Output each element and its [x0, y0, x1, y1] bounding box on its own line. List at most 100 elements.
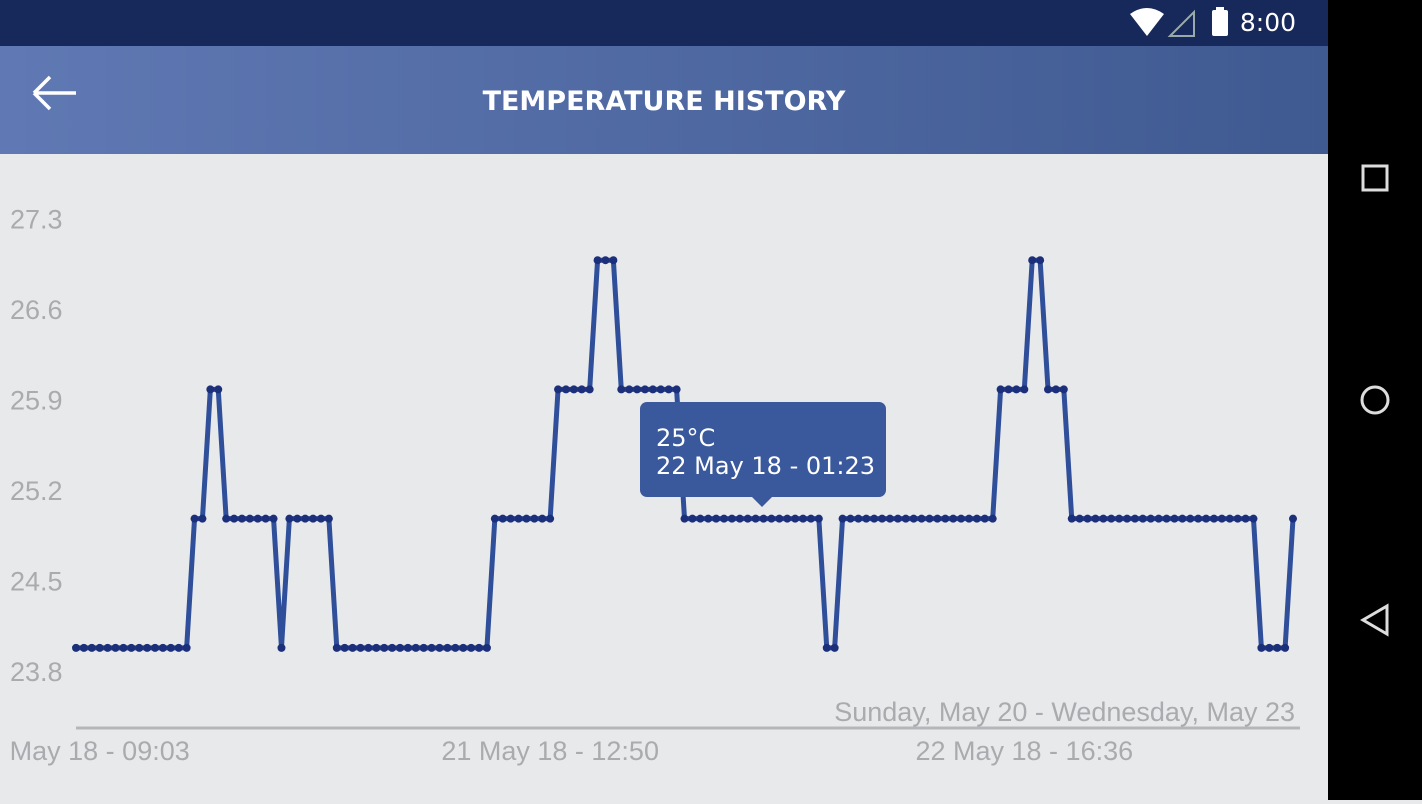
- data-point: [111, 643, 120, 652]
- data-point: [332, 643, 341, 652]
- data-point: [1202, 514, 1211, 523]
- data-point: [933, 514, 942, 523]
- data-point: [151, 643, 160, 652]
- y-tick-label: 25.9: [10, 385, 63, 415]
- data-point: [1091, 514, 1100, 523]
- data-point: [554, 385, 563, 394]
- data-point: [427, 643, 436, 652]
- data-point: [1004, 385, 1013, 394]
- data-point: [498, 514, 507, 523]
- data-point: [1146, 514, 1155, 523]
- data-point: [862, 514, 871, 523]
- data-point: [633, 385, 642, 394]
- data-point: [1225, 514, 1234, 523]
- data-point: [79, 643, 88, 652]
- data-point: [396, 643, 405, 652]
- data-point: [380, 643, 389, 652]
- data-point: [569, 385, 578, 394]
- data-point: [364, 643, 373, 652]
- data-point: [704, 514, 713, 523]
- data-point: [885, 514, 894, 523]
- data-point: [1249, 514, 1258, 523]
- data-point: [522, 514, 531, 523]
- data-point: [372, 643, 381, 652]
- data-point: [419, 643, 428, 652]
- data-point: [72, 643, 80, 652]
- data-point: [253, 514, 262, 523]
- data-point: [1233, 514, 1242, 523]
- data-point: [830, 643, 839, 652]
- data-point: [964, 514, 973, 523]
- back-button[interactable]: [28, 70, 88, 120]
- data-point: [893, 514, 902, 523]
- data-point: [174, 643, 183, 652]
- data-point: [878, 514, 887, 523]
- data-point: [388, 643, 397, 652]
- tooltip-date: 22 May 18 - 01:23: [656, 452, 876, 480]
- data-point: [1020, 385, 1029, 394]
- nav-buttons: [1360, 164, 1390, 637]
- data-point: [806, 514, 815, 523]
- chart: Sunday, May 20 - Wednesday, May 23 23.8 2…: [10, 205, 1300, 766]
- data-point: [261, 514, 270, 523]
- data-point: [901, 514, 910, 523]
- data-point: [688, 514, 697, 523]
- data-point: [230, 514, 239, 523]
- data-point: [482, 643, 491, 652]
- x-tick-label: May 18 - 09:03: [10, 736, 190, 766]
- data-point: [1186, 514, 1195, 523]
- data-point: [356, 643, 365, 652]
- data-point: [1154, 514, 1163, 523]
- data-point: [799, 514, 808, 523]
- data-point: [538, 514, 547, 523]
- clock: 8:00: [1239, 8, 1296, 37]
- data-point: [237, 514, 246, 523]
- data-point: [972, 514, 981, 523]
- tooltip: 25°C 22 May 18 - 01:23: [640, 402, 886, 507]
- data-point: [957, 514, 966, 523]
- home-button[interactable]: [1360, 385, 1390, 415]
- data-point: [1115, 514, 1124, 523]
- data-point: [1130, 514, 1139, 523]
- data-point: [285, 514, 294, 523]
- data-point: [585, 385, 594, 394]
- data-point: [909, 514, 918, 523]
- data-point: [1075, 514, 1084, 523]
- data-point: [577, 385, 586, 394]
- data-point: [443, 643, 452, 652]
- data-point: [822, 643, 831, 652]
- data-point: [1162, 514, 1171, 523]
- data-point: [625, 385, 634, 394]
- back-nav-button[interactable]: [1360, 603, 1389, 637]
- data-point: [459, 643, 468, 652]
- data-point: [135, 643, 144, 652]
- data-point: [435, 643, 444, 652]
- data-point: [1178, 514, 1187, 523]
- data-point: [925, 514, 934, 523]
- data-point: [996, 385, 1005, 394]
- data-point: [451, 643, 460, 652]
- data-point: [783, 514, 792, 523]
- chart-subtitle: Sunday, May 20 - Wednesday, May 23: [834, 697, 1295, 727]
- data-point: [712, 514, 721, 523]
- data-point: [530, 514, 539, 523]
- status-icons: [1130, 7, 1228, 37]
- data-point: [696, 514, 705, 523]
- data-point: [1209, 514, 1218, 523]
- data-point: [198, 514, 207, 523]
- data-point: [980, 514, 989, 523]
- data-point: [1281, 643, 1290, 652]
- data-point: [1028, 256, 1037, 265]
- data-point: [269, 514, 278, 523]
- data-point: [664, 385, 673, 394]
- data-point: [767, 514, 776, 523]
- data-point: [411, 643, 420, 652]
- data-point: [727, 514, 736, 523]
- data-point: [190, 514, 199, 523]
- data-point: [870, 514, 879, 523]
- recents-button[interactable]: [1361, 164, 1389, 192]
- data-point: [309, 514, 318, 523]
- data-point: [1170, 514, 1179, 523]
- y-tick-label: 24.5: [10, 566, 63, 596]
